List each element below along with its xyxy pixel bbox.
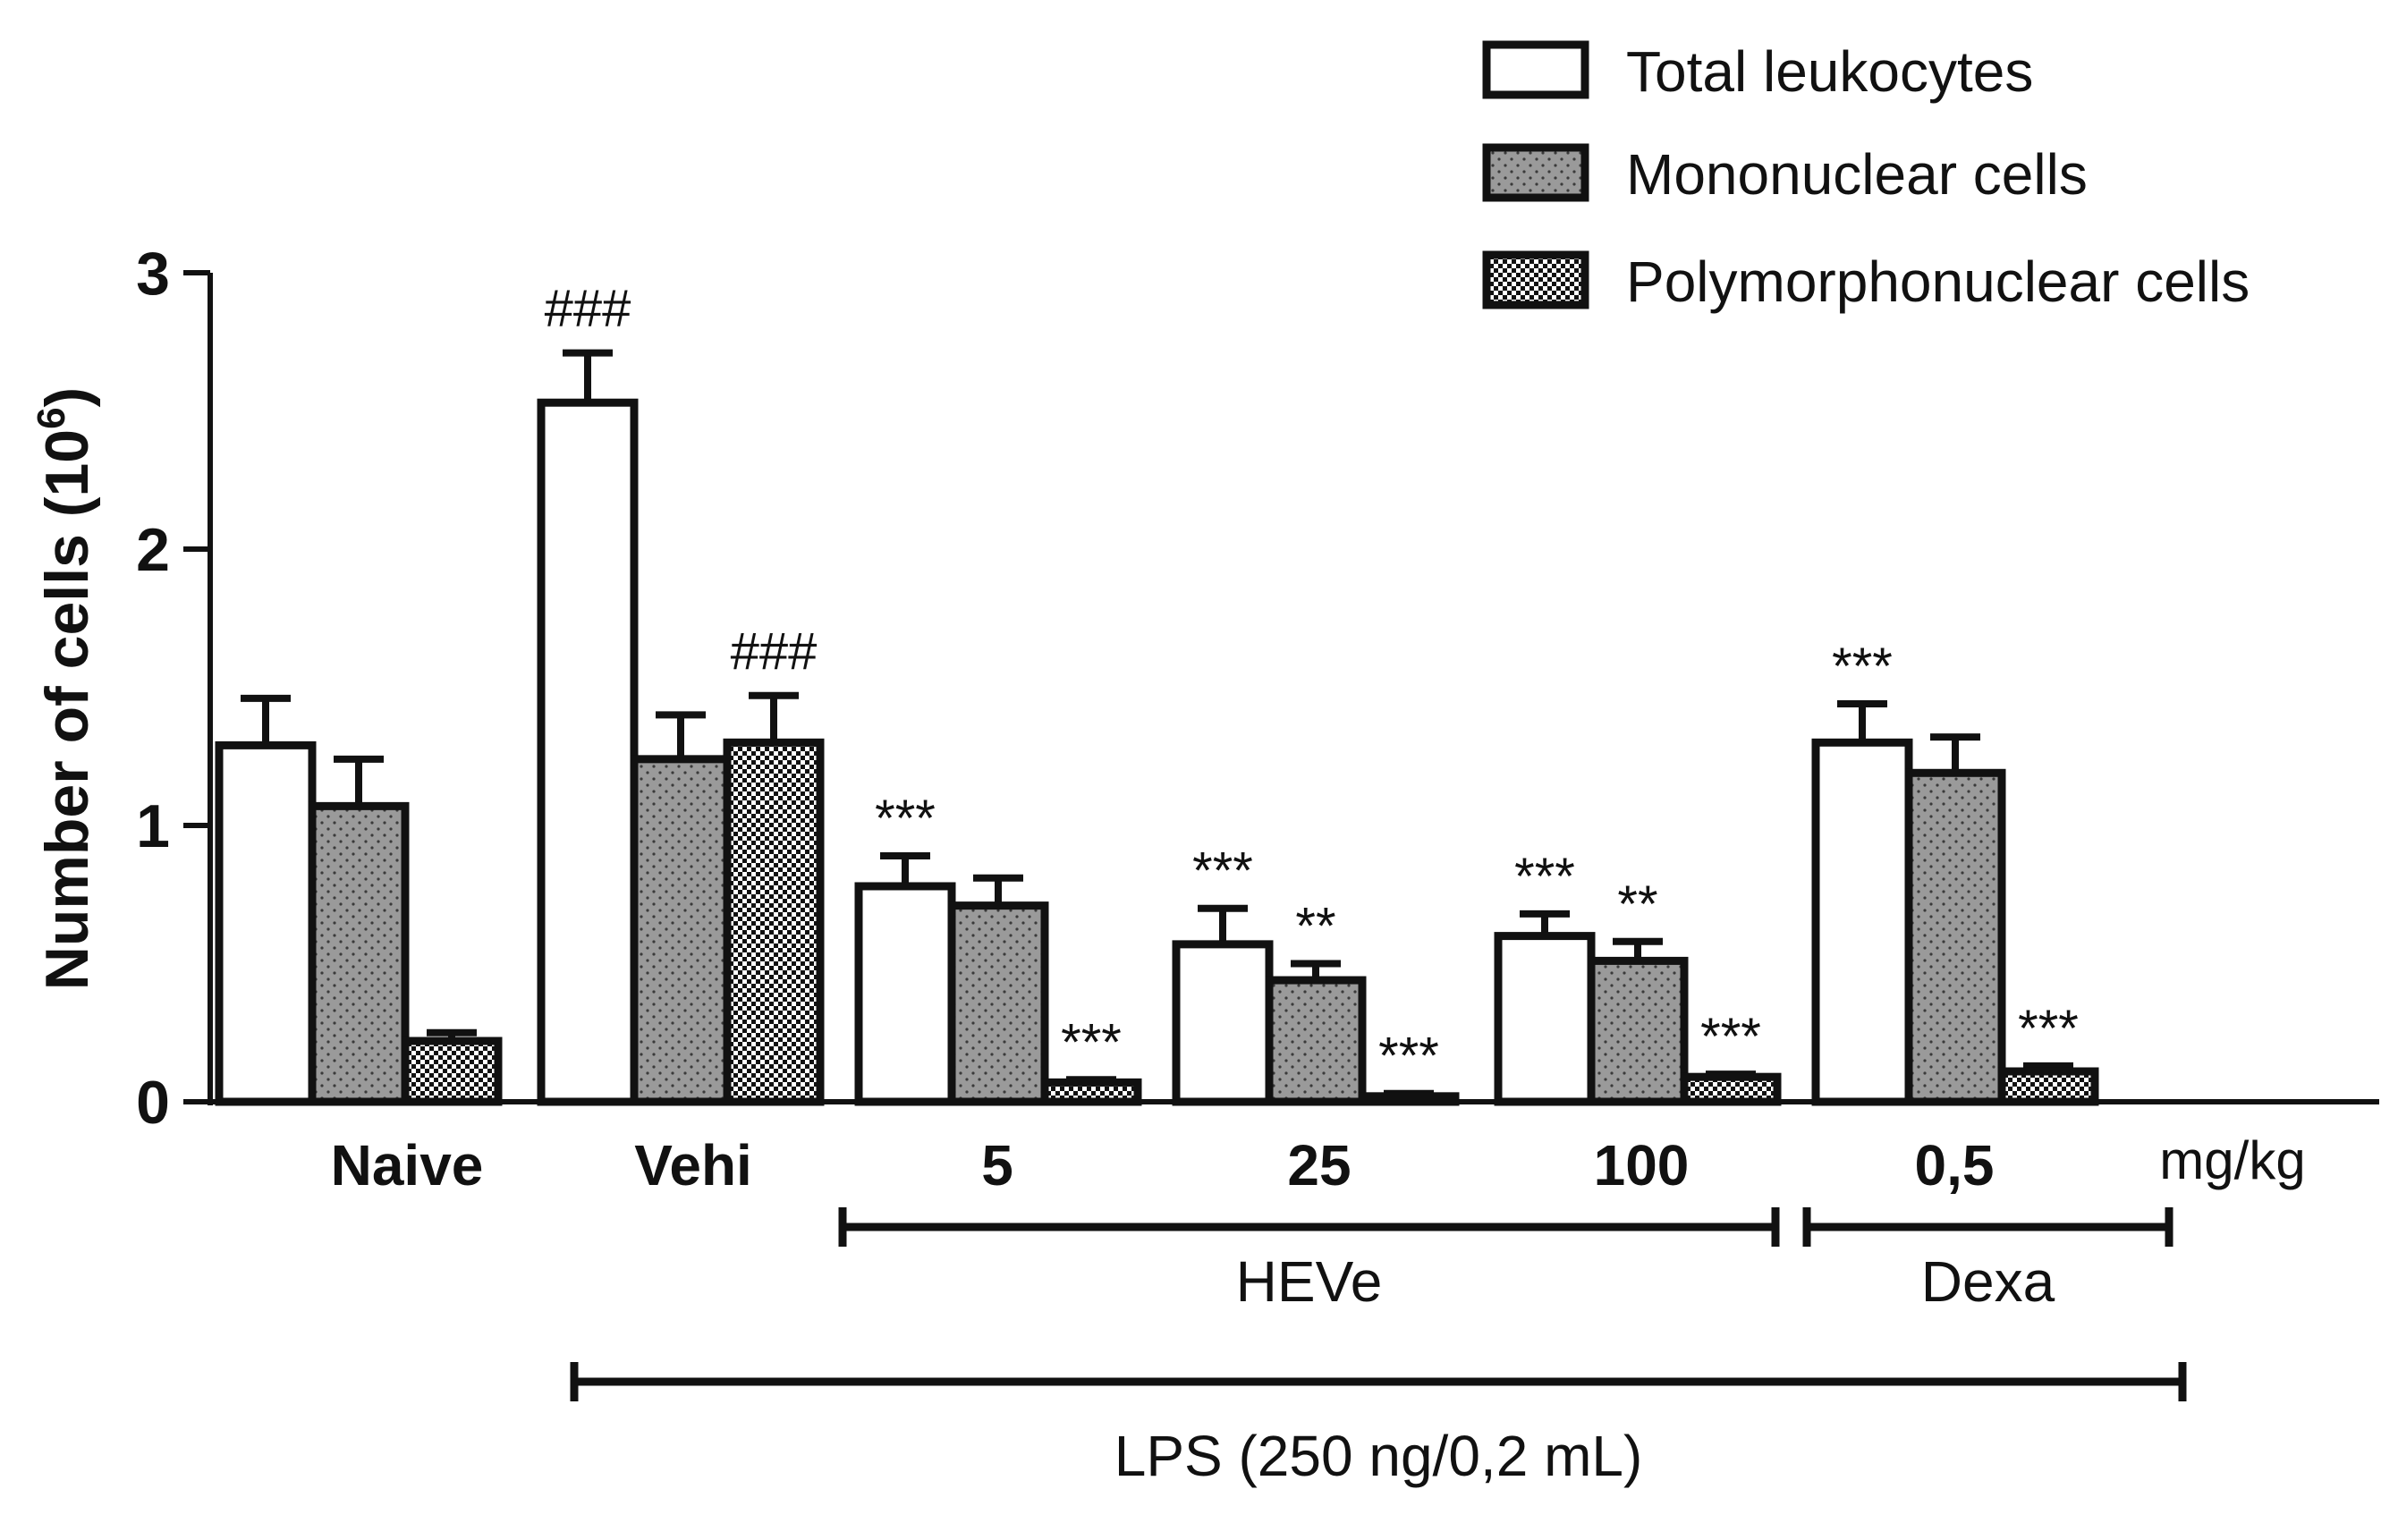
significance-label: ** [1617,876,1657,934]
bar-polymorphonuclear-cells [1680,1072,1782,1106]
significance-label: ### [731,622,818,681]
group-label: Dexa [1921,1249,2055,1314]
bar-polymorphonuclear-cells [1997,1067,2099,1106]
x-tick-label: 100 [1594,1133,1690,1197]
y-tick-label: 0 [136,1069,170,1137]
significance-label: *** [1378,1028,1439,1086]
bar-total-leukocytes [854,882,956,1106]
y-axis-label: Number of cells (106) [30,387,101,990]
legend-swatch [1482,40,1589,99]
unit-label: mg/kg [2159,1130,2305,1190]
x-tick-label: Vehi [634,1133,752,1197]
bar-total-leukocytes [1494,932,1596,1106]
bar-mononuclear-cells [630,755,732,1106]
significance-label: ** [1295,898,1335,956]
bar-mononuclear-cells [308,801,410,1106]
bar-total-leukocytes [537,398,639,1106]
x-tick-label: 25 [1287,1133,1351,1197]
y-tick-label: 1 [136,792,170,860]
bar-mononuclear-cells [1265,976,1367,1106]
bar-total-leukocytes [1172,940,1274,1106]
bar-polymorphonuclear-cells [401,1037,503,1106]
significance-label: *** [1514,848,1575,906]
significance-label: *** [875,790,936,848]
x-tick-label: 5 [981,1133,1013,1197]
bar-polymorphonuclear-cells [723,738,825,1106]
significance-label: ### [545,280,631,338]
legend-label: Total leukocytes [1626,39,2033,104]
bar-total-leukocytes [215,740,317,1106]
bar-mononuclear-cells [1904,768,2006,1106]
legend-label: Polymorphonuclear cells [1626,250,2250,314]
group-label: LPS (250 ng/0,2 mL) [1114,1424,1643,1488]
significance-label: *** [1192,842,1253,901]
group-label: HEVe [1236,1249,1383,1314]
x-tick-label: Naive [331,1133,484,1197]
significance-label: *** [1832,638,1893,696]
bar-total-leukocytes [1811,738,1913,1106]
significance-label: *** [1700,1008,1761,1066]
bar-polymorphonuclear-cells [1040,1078,1142,1106]
bar-mononuclear-cells [1587,956,1689,1106]
legend-label: Mononuclear cells [1626,142,2088,207]
significance-label: *** [2018,1000,2079,1058]
y-tick-label: 3 [136,240,170,308]
y-tick-label: 2 [136,516,170,584]
legend-swatch [1482,250,1589,309]
bar-mononuclear-cells [947,901,1049,1106]
significance-label: *** [1061,1013,1122,1071]
x-tick-label: 0,5 [1915,1133,1995,1197]
legend-swatch [1482,143,1589,202]
